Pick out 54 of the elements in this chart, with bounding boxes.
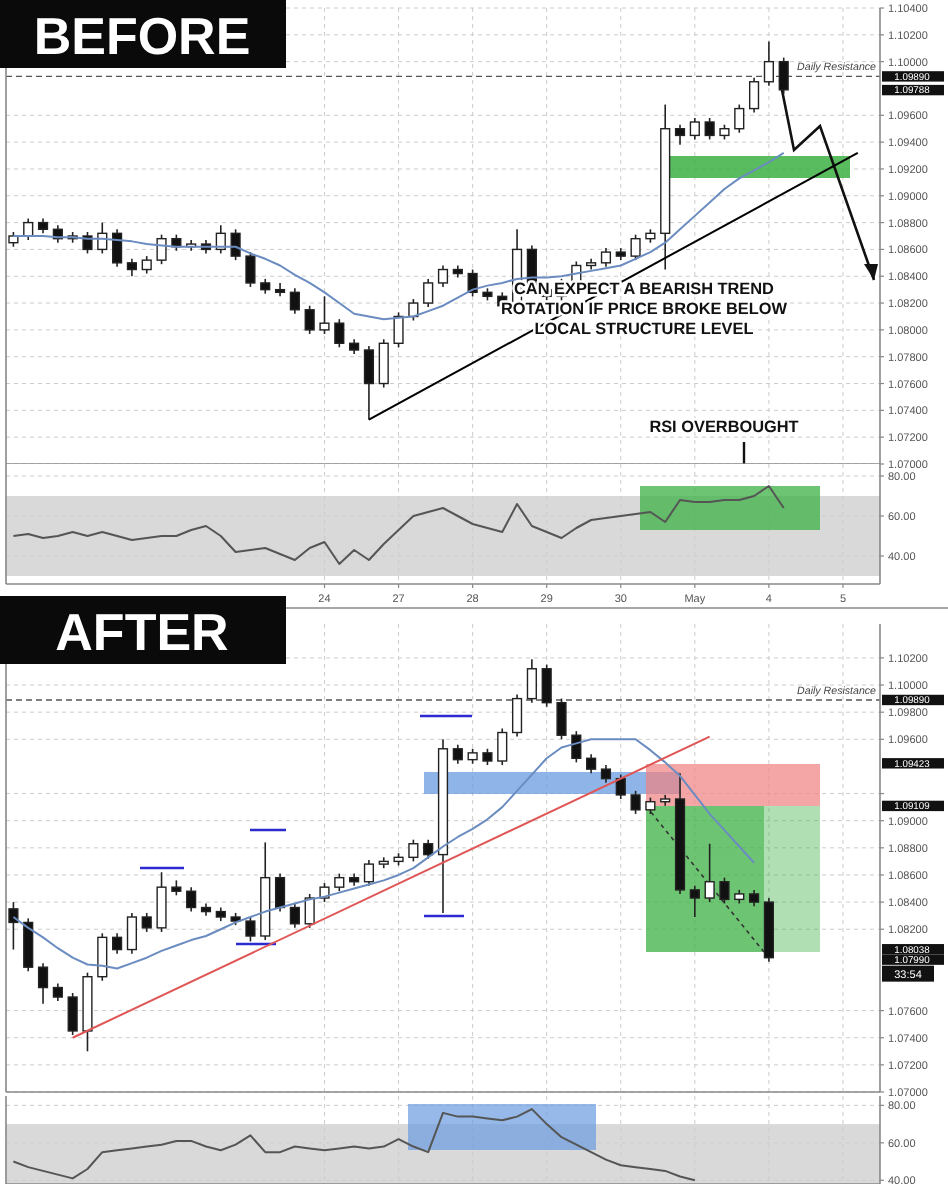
- candlestick: [704, 117, 715, 141]
- candlestick: [393, 311, 404, 349]
- candlestick: [748, 76, 760, 114]
- candlestick: [23, 917, 34, 973]
- candlestick: [689, 117, 700, 141]
- chart-title: BEFORE: [33, 6, 251, 66]
- candlestick: [615, 773, 626, 800]
- candlestick: [378, 338, 389, 389]
- candlestick: [363, 859, 375, 887]
- candlestick: [97, 932, 108, 982]
- candlestick: [289, 287, 300, 315]
- candlestick: [186, 886, 197, 913]
- candlestick: [689, 885, 700, 918]
- candlestick: [67, 992, 78, 1036]
- candlestick: [408, 838, 419, 863]
- candlestick: [734, 103, 745, 134]
- candlestick: [586, 753, 597, 775]
- candlestick: [556, 697, 567, 741]
- candlestick: [126, 912, 138, 955]
- candlestick: [511, 693, 523, 738]
- annotation: RSI OVERBOUGHT: [649, 418, 799, 436]
- candlestick: [600, 247, 612, 268]
- candlestick: [719, 876, 730, 905]
- candlestick: [452, 743, 463, 765]
- candlestick: [319, 295, 330, 335]
- candlestick: [245, 916, 256, 943]
- line-series: [12, 1108, 696, 1182]
- candlestick: [437, 264, 449, 288]
- candlestick: [141, 912, 152, 933]
- candlestick: [704, 842, 715, 903]
- candlestick: [423, 838, 434, 860]
- candlestick: [334, 318, 345, 349]
- candlestick: [156, 871, 167, 933]
- candlestick: [408, 298, 419, 322]
- candlestick: [497, 727, 508, 766]
- candlestick: [274, 872, 286, 913]
- candlestick: [363, 345, 375, 421]
- chart-title: AFTER: [55, 602, 230, 662]
- candlestick: [37, 962, 49, 1005]
- candlestick: [245, 251, 256, 288]
- candlestick: [8, 901, 19, 951]
- candlestick: [289, 902, 300, 929]
- candlestick: [112, 932, 123, 955]
- candlestick: [630, 233, 641, 261]
- candlestick: [304, 304, 315, 335]
- line-series: [12, 485, 785, 565]
- candlestick: [112, 228, 123, 268]
- candlestick: [630, 790, 641, 815]
- candlestick: [423, 278, 434, 308]
- candlestick: [763, 40, 774, 87]
- candlestick: [541, 663, 552, 708]
- candlestick: [674, 123, 686, 146]
- candlestick: [526, 658, 537, 704]
- candlestick: [778, 56, 789, 95]
